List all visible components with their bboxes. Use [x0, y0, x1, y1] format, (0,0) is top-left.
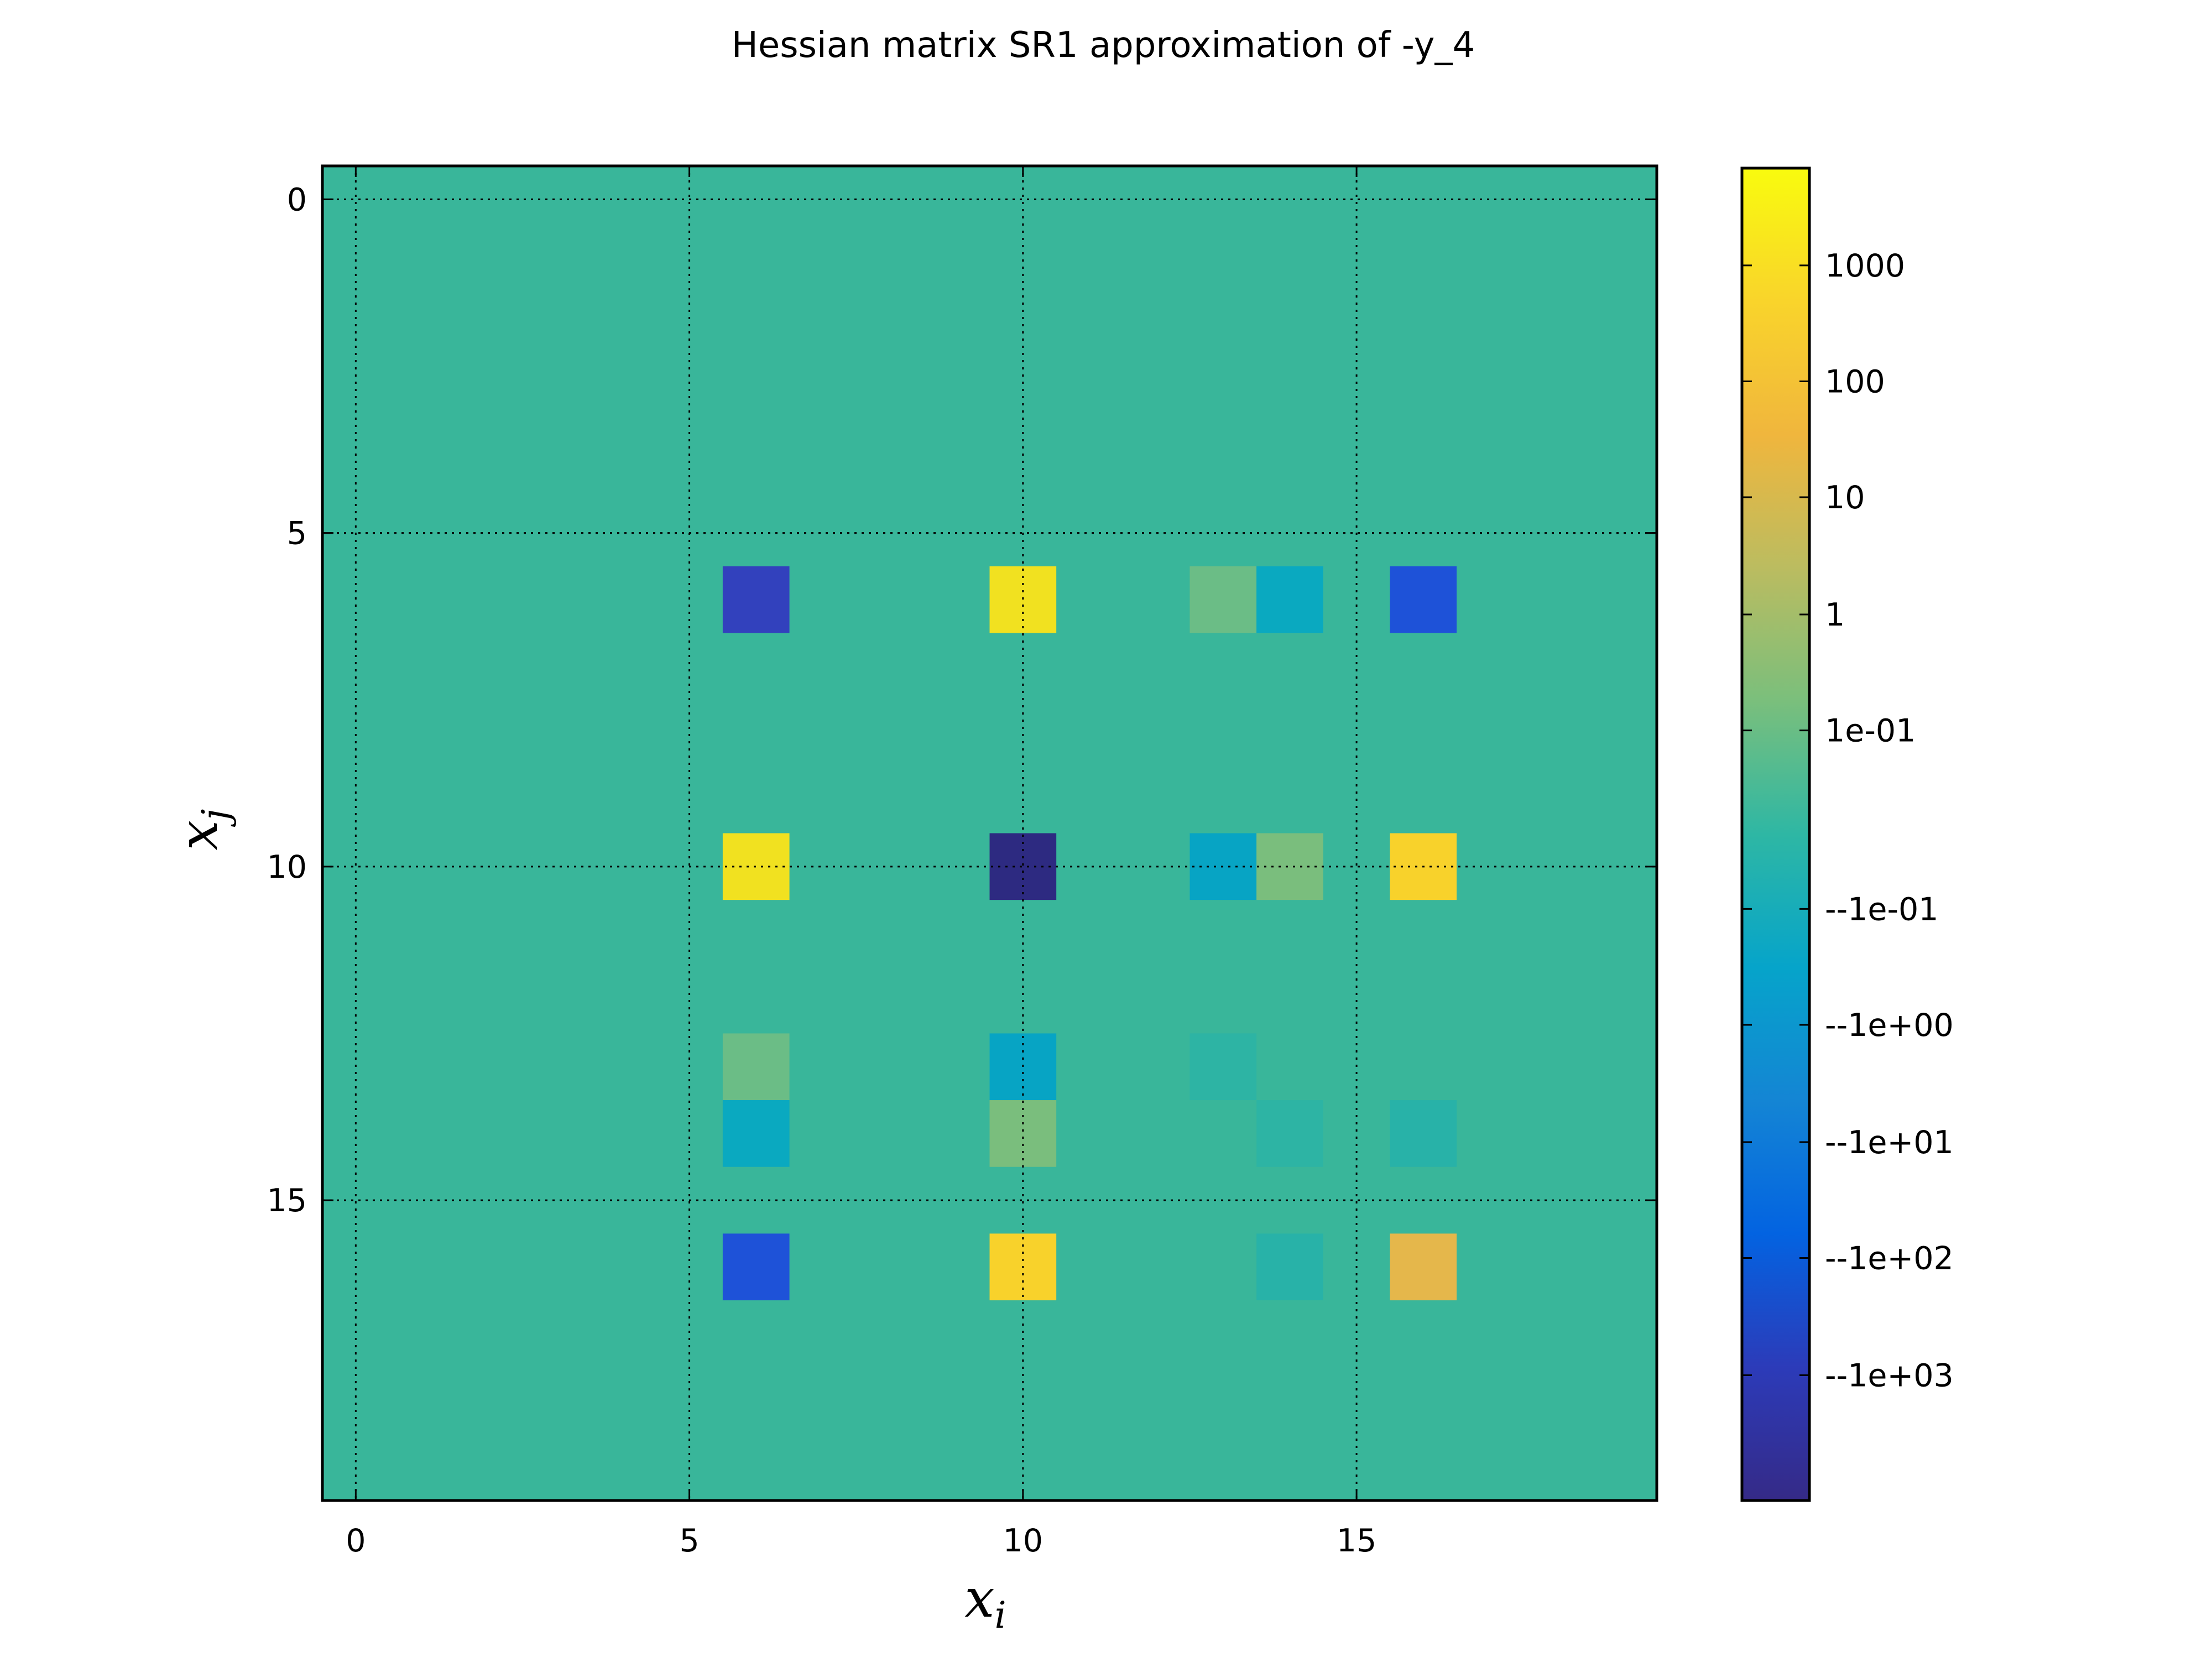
x-axis-label: xi [964, 1567, 1006, 1637]
y-tick-label: 15 [267, 1182, 307, 1219]
colorbar-tick-label: 1e-01 [1825, 713, 1916, 749]
heatmap-cell [1256, 1100, 1323, 1167]
x-tick-labels: 0 5 10 15 [346, 1523, 1376, 1559]
heatmap-cell [1256, 833, 1323, 900]
colorbar-tick-label: --1e+01 [1825, 1124, 1954, 1161]
chart-title: Hessian matrix SR1 approximation of -y_4 [732, 25, 1475, 66]
y-tick-label: 10 [267, 849, 307, 885]
x-axis-label-subscript: i [995, 1594, 1006, 1637]
plot-frame [321, 164, 1658, 1502]
heatmap-cells [722, 566, 1457, 1301]
heatmap-cell [1190, 1033, 1257, 1101]
x-tick-label: 15 [1337, 1523, 1377, 1559]
heatmap-cell [989, 833, 1057, 900]
heatmap-cell [1256, 566, 1323, 633]
y-tick-labels: 0 5 10 15 [267, 181, 307, 1219]
colorbar-frame [1740, 166, 1811, 1502]
y-tick-label: 5 [287, 515, 307, 552]
x-axis-label-base: x [964, 1567, 994, 1629]
y-axis-label-base: x [168, 820, 229, 850]
colorbar-tick-label: 10 [1825, 480, 1865, 516]
colorbar-tick-label: --1e+02 [1825, 1241, 1954, 1277]
heatmap-cell [1390, 566, 1457, 633]
colorbar-tick-label: --1e+00 [1825, 1007, 1954, 1044]
colorbar-ticks: 1000 100 10 1 1e-01 --1e-01 --1e+00 --1e+01 --1e… [1742, 248, 1954, 1394]
colorbar-tick-label: --1e+03 [1825, 1358, 1954, 1394]
heatmap-cell [722, 1233, 790, 1301]
heatmap-cell [1390, 1233, 1457, 1301]
plot-area [321, 164, 1658, 1502]
heatmap-cell [722, 1033, 790, 1101]
colorbar-tick-label: 1 [1825, 597, 1845, 633]
heatmap-cell [1390, 1100, 1457, 1167]
colorbar-gradient [1742, 168, 1809, 1501]
colorbar-tick-label: 100 [1825, 363, 1885, 400]
y-axis-label: xj [168, 809, 237, 851]
heatmap-cell [722, 1100, 790, 1167]
colorbar: 1000 100 10 1 1e-01 --1e-01 --1e+00 --1e+01 --1e… [1740, 166, 1954, 1502]
heatmap-cell [722, 566, 790, 633]
colorbar-tick-label: 1000 [1825, 248, 1905, 284]
x-tick-label: 0 [346, 1523, 366, 1559]
heatmap-cell [989, 1100, 1057, 1167]
heatmap-cell [1190, 566, 1257, 633]
x-tick-label: 10 [1003, 1523, 1044, 1559]
heatmap-cell [1256, 1233, 1323, 1301]
y-tick-label: 0 [287, 181, 307, 218]
colorbar-tick-label: --1e-01 [1825, 891, 1939, 928]
x-tick-label: 5 [679, 1523, 699, 1559]
tick-marks [322, 166, 1657, 1501]
